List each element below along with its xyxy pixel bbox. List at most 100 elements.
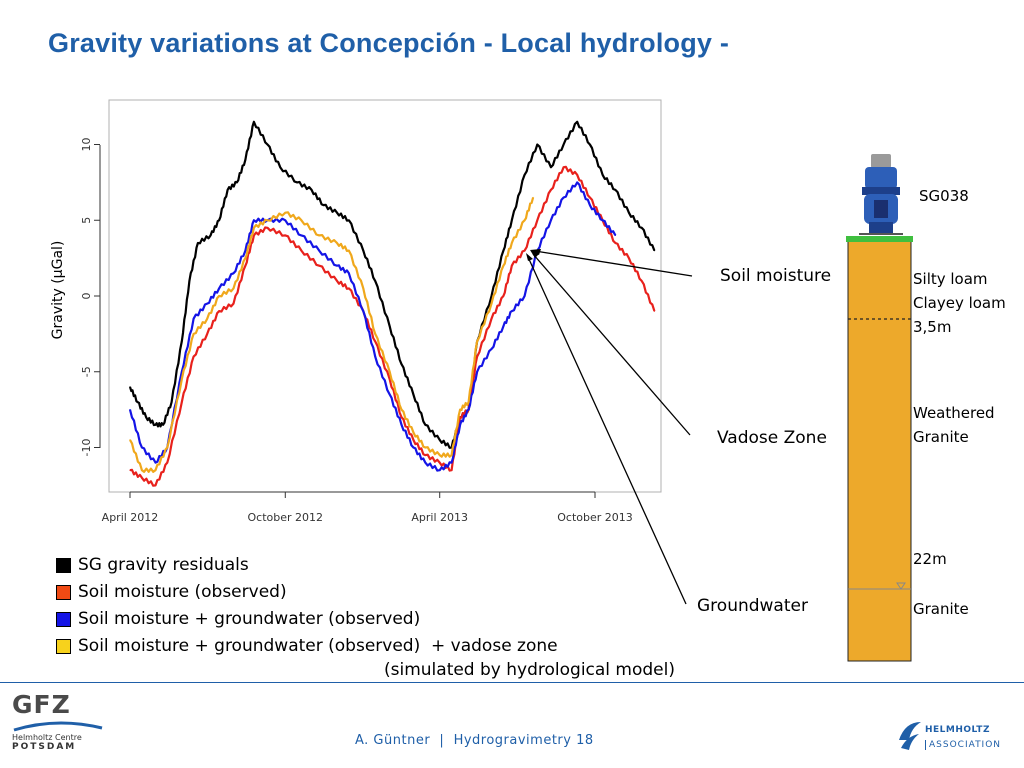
data-point [476, 356, 478, 358]
data-point [210, 234, 212, 236]
data-point [218, 287, 220, 289]
data-point [589, 204, 591, 206]
data-point [266, 219, 269, 221]
data-point [536, 143, 538, 146]
data-point [141, 469, 143, 471]
data-point [227, 189, 229, 191]
helmholtz-line1: HELMHOLTZ [925, 725, 990, 735]
data-point [206, 333, 208, 335]
data-point [154, 424, 157, 426]
data-point [336, 280, 338, 282]
data-point [628, 257, 630, 259]
data-point [322, 204, 325, 206]
data-point [348, 219, 350, 221]
series-1 [128, 120, 656, 449]
footer-credit: A. Güntner | Hydrogravimetry 18 [355, 733, 594, 748]
footer-divider [0, 682, 1024, 683]
data-point [348, 250, 350, 252]
data-point [400, 409, 403, 411]
data-point [206, 318, 208, 320]
data-point [336, 212, 338, 214]
data-point [348, 272, 350, 274]
y-tick-label: 0 [80, 293, 93, 300]
data-point [550, 189, 552, 191]
series-4 [129, 196, 535, 473]
data-point [389, 378, 391, 380]
data-point [284, 219, 286, 221]
gfz-logo: GFZ Helmholtz Centre POTSDAM [12, 690, 107, 760]
data-point [362, 287, 364, 289]
series-2 [129, 165, 656, 487]
data-point [524, 295, 526, 297]
data-point [318, 265, 320, 267]
data-point [424, 424, 426, 426]
data-point [232, 287, 235, 289]
data-point [145, 416, 147, 418]
data-point [511, 242, 513, 244]
data-point [206, 303, 208, 305]
data-point [154, 469, 157, 471]
legend-item: Soil moisture + groundwater (observed) +… [56, 633, 558, 660]
helmholtz-emblem-icon [899, 722, 921, 750]
data-point [244, 257, 246, 259]
data-point [129, 439, 131, 441]
data-point [336, 265, 338, 267]
data-point [511, 310, 513, 312]
data-point [154, 484, 157, 486]
data-point [300, 234, 302, 236]
data-point [490, 348, 493, 350]
data-point [362, 310, 364, 312]
legend-item: Soil moisture (observed) [56, 579, 558, 606]
y-tick-label: -10 [80, 439, 93, 457]
data-point [468, 409, 470, 411]
data-point [589, 143, 591, 146]
data-point [266, 227, 269, 229]
data-point [284, 234, 286, 236]
soil-profile [846, 236, 913, 662]
data-point [468, 401, 470, 403]
data-point [279, 166, 281, 168]
gravimeter-icon [859, 154, 903, 235]
water-table-icon [896, 582, 906, 590]
legend-item: SG gravity residuals [56, 552, 558, 579]
data-point [154, 462, 157, 464]
data-point [502, 250, 504, 252]
plot-area [108, 99, 662, 493]
y-tick-label: 10 [80, 138, 93, 152]
data-point [614, 189, 617, 191]
layer-label-granite-weathered: Granite [913, 428, 969, 446]
x-tick-label: October 2013 [557, 511, 633, 524]
data-point [550, 219, 552, 221]
data-point [129, 469, 131, 471]
layer-label-silty-loam: Silty loam [913, 270, 988, 288]
data-point [311, 189, 313, 191]
y-tick-label: 5 [80, 217, 93, 224]
y-axis: 10 5 0 -5 -10 [80, 138, 101, 457]
data-point [532, 196, 534, 199]
data-point [218, 310, 220, 312]
legend-note: (simulated by hydrological model) [384, 660, 676, 680]
data-point [641, 280, 643, 282]
legend-swatch [56, 612, 71, 627]
data-point [141, 446, 143, 449]
data-point [476, 371, 478, 373]
data-point [400, 363, 403, 365]
legend-swatch [56, 585, 71, 600]
data-point [459, 424, 461, 426]
data-point [653, 250, 656, 252]
data-point [451, 462, 453, 464]
data-point [550, 166, 552, 168]
data-point [576, 181, 578, 183]
data-point [502, 265, 504, 267]
data-point [218, 295, 220, 297]
annotation-arrows [527, 250, 693, 605]
callout-groundwater: Groundwater [697, 596, 808, 616]
data-point [232, 303, 235, 305]
data-point [412, 446, 414, 449]
x-axis: April 2012 October 2012 April 2013 October … [102, 491, 633, 524]
arrow-heads [526, 249, 541, 261]
data-point [253, 227, 255, 229]
depth-label-3-5m: 3,5m [913, 318, 952, 336]
data-point [511, 265, 513, 267]
gfz-logo-line2: POTSDAM [12, 742, 77, 752]
